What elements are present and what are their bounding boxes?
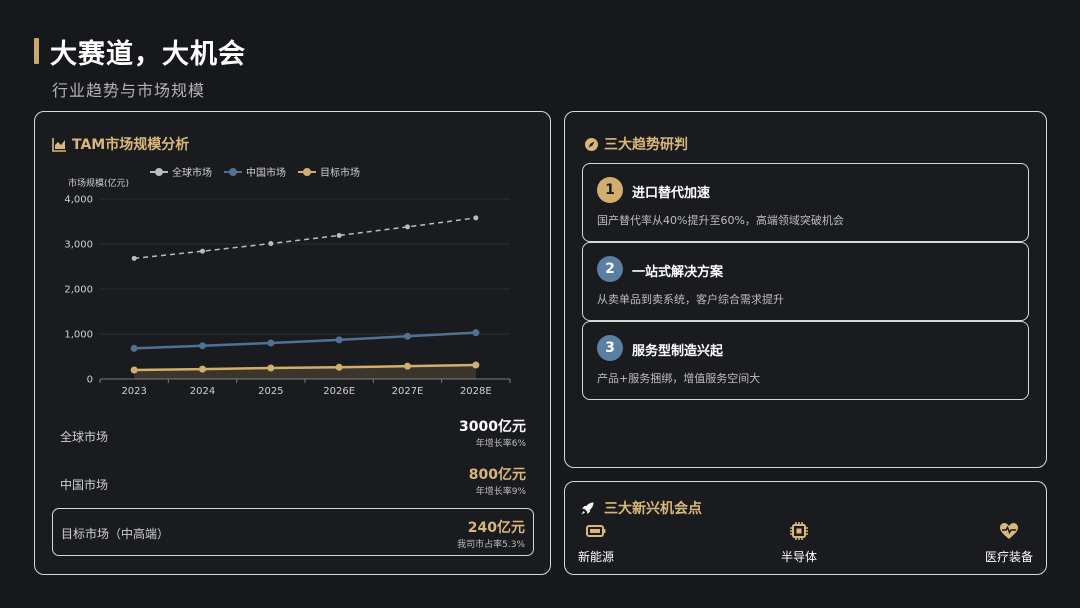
series-line-1: [134, 331, 476, 350]
chip-icon: [788, 520, 810, 542]
stat-name-global: 全球市场: [60, 430, 109, 444]
data-point: [336, 232, 342, 238]
opportunity-medical-equipment[interactable]: 医疗装备: [985, 520, 1033, 565]
page-title: 大赛道，大机会: [50, 39, 246, 70]
x-tick-label: 2024: [190, 386, 215, 397]
data-point: [268, 241, 274, 247]
heart-pulse-icon: [998, 520, 1020, 542]
data-point: [267, 339, 275, 347]
data-point: [267, 364, 275, 372]
data-point: [404, 362, 411, 370]
tam-panel-header: TAM市场规模分析: [52, 134, 189, 154]
opportunity-label: 半导体: [781, 550, 818, 564]
opportunities-panel-header: 三大新兴机会点: [580, 498, 702, 518]
chart-legend: 全球市场 中国市场 目标市场: [150, 164, 372, 179]
battery-icon: [585, 520, 607, 542]
data-point: [405, 224, 410, 230]
trend-card-2[interactable]: 2 一站式解决方案 从卖单品到卖系统，客户综合需求提升: [582, 242, 1029, 321]
tam-panel-title: TAM市场规模分析: [72, 137, 190, 153]
data-point: [473, 215, 479, 221]
opportunity-label: 医疗装备: [985, 550, 1034, 564]
data-point: [335, 336, 343, 344]
legend-swatch-china: [224, 167, 242, 177]
x-tick-label: 2027E: [392, 386, 424, 397]
y-tick-label: 0: [87, 375, 93, 386]
trend-card-3[interactable]: 3 服务型制造兴起 产品+服务捆绑，增值服务空间大: [582, 321, 1029, 400]
data-point: [200, 248, 205, 254]
rocket-icon: [580, 501, 595, 516]
data-point: [130, 344, 138, 352]
x-tick-label: 2025: [258, 386, 283, 397]
series-area-target: [134, 365, 476, 379]
trend-description: 从卖单品到卖系统，客户综合需求提升: [597, 293, 784, 306]
stat-row-target: 目标市场（中高端） 240亿元 我司市占率5.3%: [52, 508, 534, 556]
legend-item-global[interactable]: 全球市场: [150, 164, 212, 179]
trend-title: 服务型制造兴起: [632, 344, 724, 359]
stat-row-global: 全球市场 3000亿元 年增长率6%: [52, 414, 534, 458]
opportunities-panel-title: 三大新兴机会点: [604, 501, 702, 517]
opportunity-new-energy[interactable]: 新能源: [578, 520, 614, 565]
stat-row-china: 中国市场 800亿元 年增长率9%: [52, 462, 534, 506]
opportunity-semiconductor[interactable]: 半导体: [781, 520, 817, 565]
trends-panel-title: 三大趋势研判: [604, 137, 688, 153]
x-tick-label: 2023: [121, 386, 146, 397]
stat-sub-target: 我司市占率5.3%: [457, 540, 525, 550]
data-point: [130, 366, 138, 374]
stat-value-global: 3000亿元: [459, 419, 526, 435]
trend-card-1[interactable]: 1 进口替代加速 国产替代率从40%提升至60%，高端领域突破机会: [582, 163, 1029, 242]
trends-panel-header: 三大趋势研判: [584, 134, 688, 154]
data-point: [404, 332, 411, 340]
legend-label-global: 全球市场: [172, 168, 212, 179]
data-point: [472, 361, 480, 369]
legend-label-target: 目标市场: [320, 168, 360, 179]
stat-value-china: 800亿元: [468, 467, 526, 483]
y-tick-label: 4,000: [64, 195, 93, 206]
data-point: [472, 329, 480, 337]
series-line-2: [134, 363, 476, 372]
y-tick-label: 1,000: [64, 330, 93, 341]
stat-name-china: 中国市场: [60, 478, 109, 492]
legend-swatch-target: [298, 167, 316, 177]
title-accent-bar: [34, 38, 39, 64]
data-point: [335, 363, 343, 371]
area-chart-icon: [52, 137, 67, 152]
data-point: [199, 342, 206, 350]
stat-name-target: 目标市场（中高端）: [61, 527, 170, 541]
trend-description: 国产替代率从40%提升至60%，高端领域突破机会: [597, 214, 844, 227]
legend-swatch-global: [150, 167, 168, 177]
page-subtitle: 行业趋势与市场规模: [52, 81, 206, 100]
y-axis-label: 市场规模(亿元): [68, 179, 130, 189]
series-line-0: [134, 217, 476, 260]
compass-icon: [584, 137, 599, 152]
legend-label-china: 中国市场: [246, 168, 286, 179]
trend-title: 进口替代加速: [632, 186, 711, 201]
legend-item-china[interactable]: 中国市场: [224, 164, 286, 179]
y-tick-label: 3,000: [64, 240, 93, 251]
legend-item-target[interactable]: 目标市场: [298, 164, 360, 179]
opportunity-label: 新能源: [578, 550, 615, 564]
trend-number-badge: 3: [597, 335, 623, 361]
trend-title: 一站式解决方案: [632, 265, 724, 280]
data-point: [131, 255, 137, 261]
stat-sub-global: 年增长率6%: [475, 439, 526, 449]
x-tick-label: 2028E: [460, 386, 492, 397]
x-tick-label: 2026E: [323, 386, 355, 397]
data-point: [199, 365, 206, 373]
stat-sub-china: 年增长率9%: [475, 487, 526, 497]
y-tick-label: 2,000: [64, 285, 93, 296]
stat-value-target: 240亿元: [467, 520, 525, 536]
trend-description: 产品+服务捆绑，增值服务空间大: [597, 372, 761, 385]
trend-number-badge: 1: [597, 177, 623, 203]
trend-number-badge: 2: [597, 256, 623, 282]
